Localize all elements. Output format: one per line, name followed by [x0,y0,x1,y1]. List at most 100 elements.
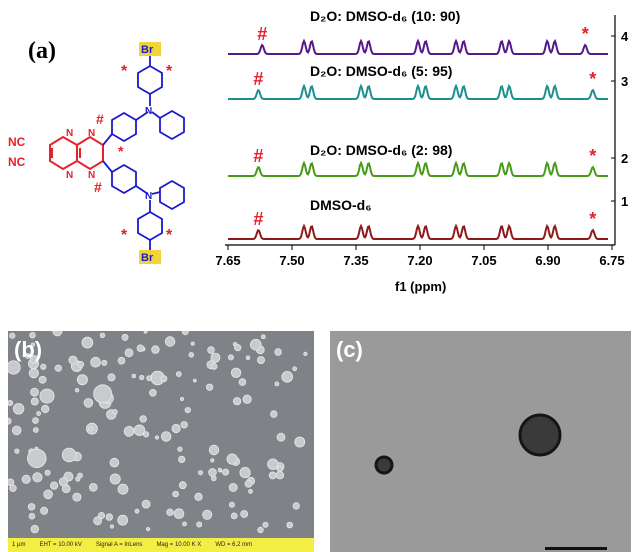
sem-particle [250,338,262,351]
amine-n-upper: N [145,106,152,117]
sem-particle [292,366,298,372]
sem-particle [39,388,55,404]
sem-particle [177,446,183,452]
sem-particle [154,435,160,440]
sem-particle [40,506,49,515]
sem-particle [217,467,222,472]
solvent-label: DMSO-d₆ [310,197,372,213]
sem-particle [146,527,151,532]
sem-particle [240,510,249,518]
sem-particle [227,354,234,361]
sem-particle [109,457,120,468]
hash-marker: # [257,24,267,44]
sem-particle [93,516,102,526]
x-tick-label: 6.90 [535,253,560,268]
sem-particle [234,344,242,352]
sem-particle [230,367,242,379]
sem-particle [274,348,282,356]
spectrum-index-label: 2 [621,151,628,166]
panel-b-label: (b) [14,337,43,362]
pyrazine-n-bottom2: N [88,170,95,181]
sem-image: (b) 1 µm EHT = 10.00 kV Signal A = InLen… [8,331,314,552]
x-tick-label: 7.65 [215,253,240,268]
sem-particle [99,332,106,339]
sem-particle [260,334,266,340]
sem-particle [134,508,140,514]
x-tick-label: 7.50 [279,253,304,268]
sem-particle [9,332,16,339]
sem-particle [160,431,172,442]
sem-particle [228,501,235,508]
sem-particle [179,397,184,402]
sem-particle [172,490,179,498]
sem-particle [27,503,36,511]
spectrum-index-label: 1 [621,194,628,209]
sem-particle [245,355,251,361]
sem-particle [109,524,115,529]
bromine-top: Br [141,44,154,56]
x-tick-label: 7.05 [471,253,496,268]
sem-particle [151,345,160,354]
sem-particle [28,512,36,520]
hash-marker: # [253,69,263,89]
sem-scale: 1 µm [12,542,26,548]
sem-particle [303,351,308,356]
sem-particle [276,432,286,442]
sem-particle [210,363,218,370]
sem-particle [206,383,214,391]
sem-particle [192,378,197,383]
sem-particle [146,375,153,382]
sem-particle [112,409,118,415]
sem-particle [275,470,285,480]
sem-particle [197,470,203,476]
bromine-bottom: Br [141,252,154,264]
sem-micrograph [8,331,308,534]
spectrum-index-label: 4 [621,29,629,44]
sem-particle [30,342,36,347]
panel-c-label: (c) [336,337,363,362]
sem-particle [207,346,215,354]
sem-particle [178,455,186,463]
sem-particle [12,403,25,415]
sem-particle [175,371,182,377]
sem-particle [109,473,121,485]
star-marker: * [589,69,596,89]
sem-particle [88,426,94,432]
star-marker: * [166,227,173,244]
sem-particle [29,354,39,364]
sem-particle [274,381,280,387]
sem-particle [257,526,264,534]
sem-particle [281,370,294,383]
sem-particle [8,400,14,406]
nmr-spectrum-trace [228,223,608,240]
sem-particle [202,509,213,520]
sem-particle [149,388,157,397]
sem-particle [124,348,134,358]
sem-particle [101,359,108,366]
sem-particle [27,448,47,469]
sem-particle [181,331,189,336]
hash-marker: # [96,111,104,127]
cyano-group-top: NC [8,135,26,149]
pyrazine-n-top2: N [88,128,95,139]
sem-particle [93,384,113,404]
sem-particle [142,431,150,438]
star-marker: * [589,146,596,166]
sem-particle [248,488,253,494]
sem-particle [61,447,77,463]
upper-triphenylamine-arm [102,56,185,146]
sem-particle [194,492,203,501]
sem-particle [54,364,62,372]
sem-particle [32,427,39,433]
pyrazine-n-top: N [66,128,73,139]
sem-particle [44,469,51,476]
sem-particle [208,444,220,456]
nmr-spectrum-trace [228,160,608,177]
sem-particle [171,423,181,434]
sem-particle [29,331,36,339]
molecule-structure: N N N N NC NC N Br [8,42,185,264]
sem-particle [49,481,59,490]
star-marker: * [118,143,124,159]
sem-particle [230,512,238,520]
bromine-highlight-top [139,42,161,56]
